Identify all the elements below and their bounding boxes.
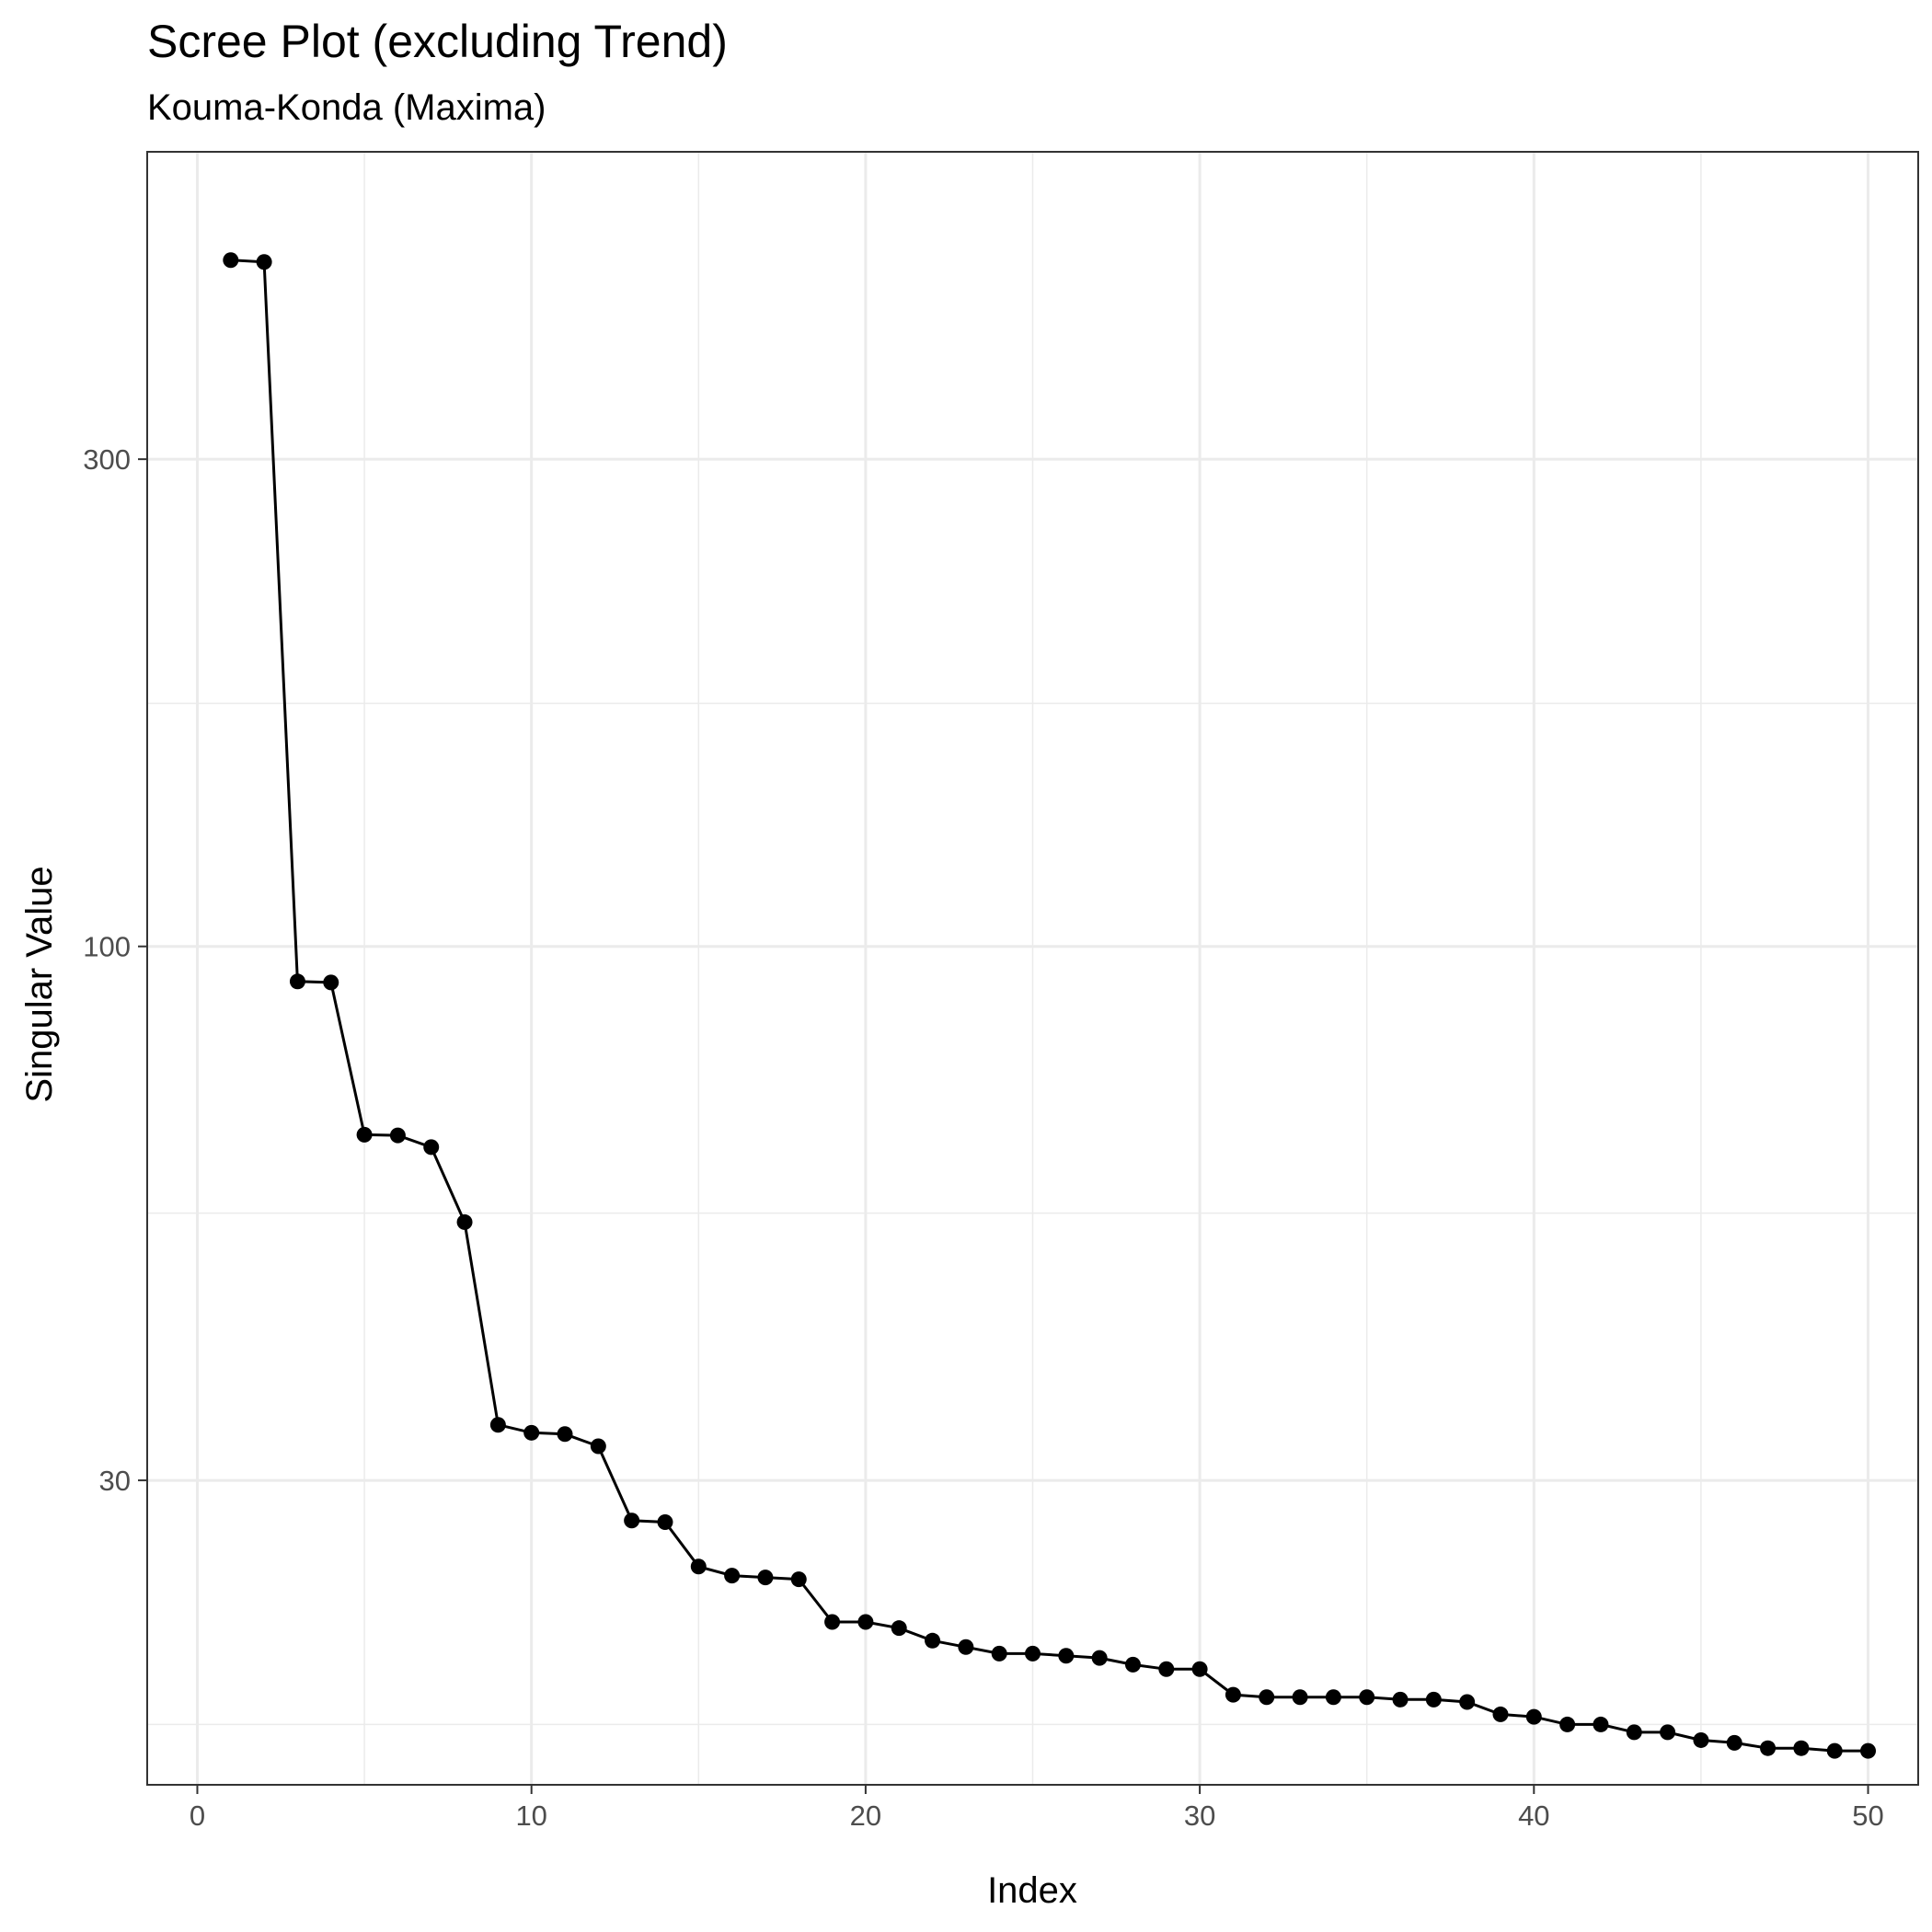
data-point xyxy=(1826,1742,1843,1759)
data-point xyxy=(389,1127,406,1144)
data-point xyxy=(1124,1656,1141,1673)
data-point xyxy=(1459,1694,1476,1710)
data-point xyxy=(423,1139,440,1156)
data-point xyxy=(489,1417,506,1433)
data-point xyxy=(757,1570,774,1586)
x-tick-label: 10 xyxy=(515,1800,546,1832)
y-tick-label: 30 xyxy=(99,1465,131,1497)
x-axis-title: Index xyxy=(987,1870,1077,1911)
data-point xyxy=(1860,1742,1877,1759)
data-point xyxy=(1091,1650,1108,1666)
data-point xyxy=(1626,1724,1642,1741)
y-tick-label: 300 xyxy=(83,443,131,476)
data-point xyxy=(624,1512,640,1529)
series-line xyxy=(230,259,1869,1753)
data-point xyxy=(958,1639,974,1655)
data-point xyxy=(1593,1716,1609,1732)
data-point xyxy=(991,1645,1007,1662)
y-axis-title: Singular Value xyxy=(19,866,60,1102)
data-point xyxy=(323,974,339,991)
data-point xyxy=(1693,1731,1709,1748)
data-point xyxy=(256,254,272,270)
data-point xyxy=(790,1571,807,1588)
data-point xyxy=(925,1632,941,1649)
data-point xyxy=(1525,1708,1542,1725)
data-point xyxy=(1660,1724,1676,1741)
data-point xyxy=(223,252,239,269)
chart-title: Scree Plot (excluding Trend) xyxy=(147,16,728,67)
x-tick-label: 20 xyxy=(850,1800,881,1832)
data-point xyxy=(1259,1689,1275,1706)
data-point xyxy=(1793,1740,1810,1756)
x-tick-label: 0 xyxy=(190,1800,205,1832)
y-tick-label: 100 xyxy=(83,931,131,963)
data-point xyxy=(356,1126,373,1143)
data-point xyxy=(456,1213,473,1230)
data-point xyxy=(1325,1689,1341,1706)
data-point xyxy=(590,1438,606,1455)
major-gridlines xyxy=(147,152,1918,1785)
y-axis-ticks: 30 100 300 xyxy=(83,443,147,1497)
x-tick-label: 50 xyxy=(1852,1800,1883,1832)
data-point xyxy=(657,1514,673,1531)
data-point xyxy=(1425,1691,1442,1708)
minor-gridlines xyxy=(147,152,1918,1785)
chart-subtitle: Kouma-Konda (Maxima) xyxy=(147,87,546,128)
data-point xyxy=(1392,1691,1409,1708)
data-point xyxy=(289,973,305,990)
data-point xyxy=(891,1620,907,1637)
data-point xyxy=(724,1568,741,1584)
data-point xyxy=(1760,1740,1777,1756)
data-point xyxy=(1559,1716,1576,1732)
data-point xyxy=(1492,1706,1509,1722)
data-point xyxy=(1292,1689,1308,1706)
x-tick-label: 30 xyxy=(1184,1800,1215,1832)
plot-panel-border xyxy=(146,151,1919,1786)
x-tick-label: 40 xyxy=(1518,1800,1549,1832)
data-point xyxy=(1058,1648,1075,1664)
data-point xyxy=(690,1558,707,1575)
data-point xyxy=(1191,1661,1208,1677)
data-point xyxy=(557,1426,573,1443)
data-points xyxy=(223,252,1877,1759)
data-point xyxy=(523,1424,540,1441)
data-point xyxy=(857,1614,874,1630)
data-point xyxy=(1359,1689,1375,1706)
data-point xyxy=(1025,1645,1041,1662)
data-point xyxy=(1158,1661,1175,1677)
x-axis-ticks: 0 10 20 30 40 50 xyxy=(190,1785,1884,1832)
data-point xyxy=(824,1614,841,1630)
data-point xyxy=(1225,1686,1241,1703)
data-point xyxy=(1726,1734,1742,1751)
